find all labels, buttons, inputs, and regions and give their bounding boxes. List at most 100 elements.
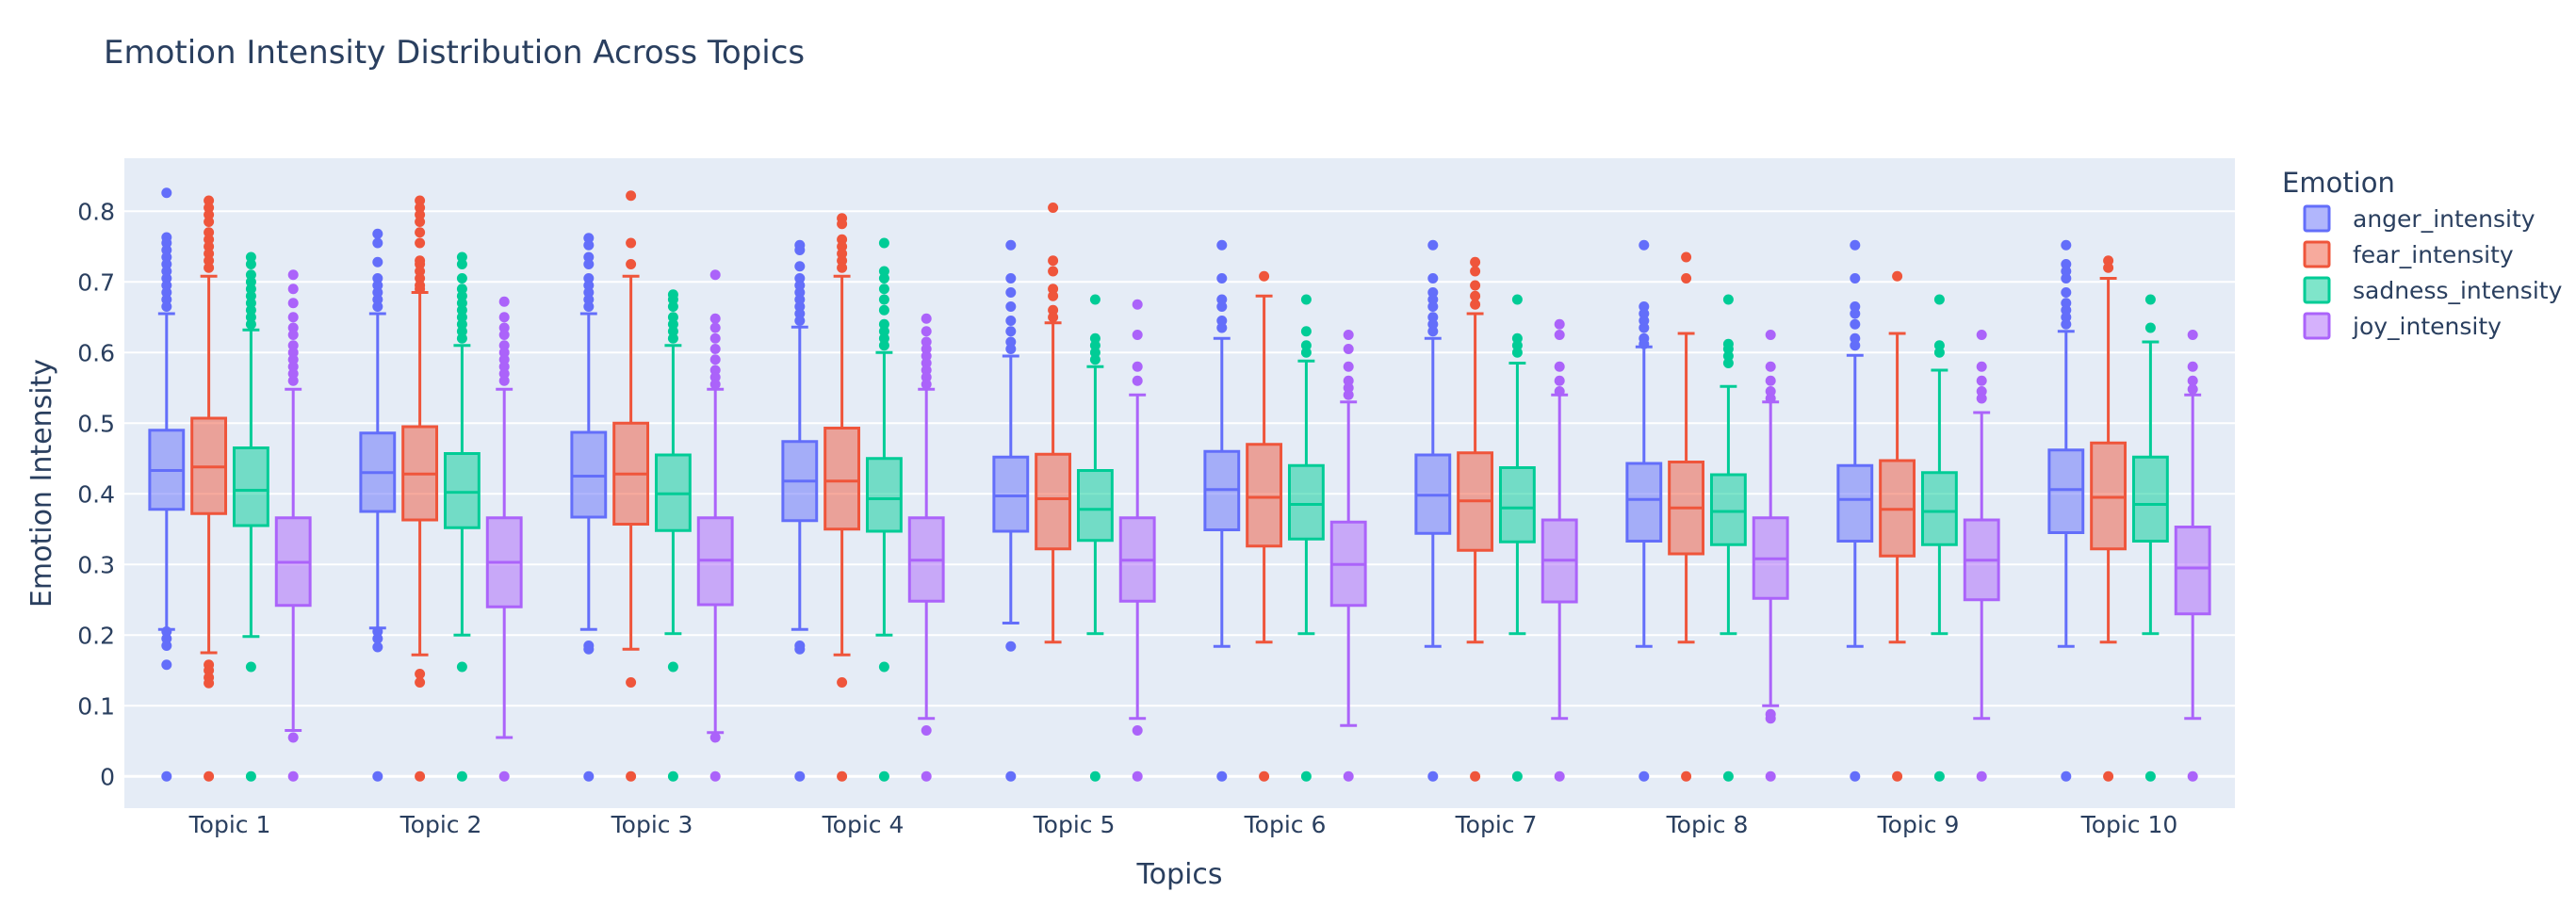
outlier-point <box>2187 330 2198 340</box>
legend-swatch <box>2303 204 2331 233</box>
box-iqr <box>232 446 269 527</box>
box <box>401 195 439 782</box>
outlier-point <box>1132 770 1143 782</box>
box-iqr <box>1076 469 1114 543</box>
outlier-point <box>1132 361 1143 372</box>
box-iqr <box>1625 462 1663 543</box>
outlier-point <box>583 259 595 269</box>
x-axis-title: Topics <box>1135 858 1222 891</box>
outlier-point <box>1005 239 1017 251</box>
outlier-point <box>837 770 848 782</box>
legend-label: sadness_intensity <box>2353 277 2563 304</box>
box-iqr <box>1498 466 1536 543</box>
outlier-point <box>161 187 172 199</box>
outlier-point <box>837 219 848 230</box>
box <box>443 251 481 782</box>
box-iqr <box>823 427 861 531</box>
outlier-point <box>415 669 426 679</box>
outlier-point <box>837 262 848 273</box>
box <box>1414 239 1452 782</box>
box <box>232 251 269 782</box>
outlier-point <box>161 770 172 782</box>
outlier-point <box>1976 770 1987 782</box>
outlier-point <box>709 313 721 324</box>
legend-swatch <box>2303 240 2331 268</box>
box <box>696 269 734 782</box>
outlier-point <box>1933 770 1945 782</box>
outlier-point <box>1933 347 1945 358</box>
outlier-point <box>1976 393 1987 404</box>
legend: Emotion anger_intensity fear_intensitysad… <box>2282 167 2563 340</box>
outlier-point <box>1554 330 1565 340</box>
box <box>1287 294 1325 782</box>
outlier-point <box>1259 270 1270 282</box>
outlier-point <box>1216 301 1228 312</box>
x-tick-label: Topic 8 <box>1666 811 1749 838</box>
outlier-point <box>204 770 215 782</box>
outlier-point <box>667 661 678 673</box>
outlier-point <box>1427 326 1439 337</box>
outlier-point <box>372 228 383 239</box>
box-iqr <box>1246 443 1283 548</box>
outlier-point <box>1427 770 1439 782</box>
outlier-point <box>245 259 256 269</box>
box <box>190 195 228 782</box>
outlier-point <box>794 316 806 326</box>
outlier-point <box>456 332 467 344</box>
box <box>1076 294 1114 782</box>
box <box>1118 299 1156 782</box>
outlier-point <box>794 643 806 655</box>
outlier-point <box>287 269 299 281</box>
outlier-point <box>1005 344 1017 354</box>
outlier-point <box>1005 770 1017 782</box>
box <box>485 296 523 782</box>
outlier-point <box>583 239 595 251</box>
outlier-point <box>709 344 721 354</box>
y-tick-label: 0 <box>100 763 115 790</box>
legend-item-sadness_intensity[interactable]: sadness_intensity <box>2303 276 2563 304</box>
outlier-point <box>709 332 721 344</box>
outlier-point <box>456 259 467 269</box>
legend-item-fear_intensity[interactable]: fear_intensity <box>2303 240 2514 268</box>
outlier-point <box>1427 301 1439 312</box>
outlier-point <box>2103 262 2114 273</box>
outlier-point <box>1343 361 1354 372</box>
outlier-point <box>498 296 510 307</box>
box-iqr <box>1709 473 1747 546</box>
box <box>1329 330 1367 782</box>
outlier-point <box>2144 770 2156 782</box>
box <box>2174 330 2211 782</box>
outlier-point <box>1470 280 1481 291</box>
outlier-point <box>1048 255 1059 267</box>
outlier-point <box>2144 294 2156 305</box>
outlier-point <box>1470 266 1481 277</box>
outlier-point <box>1427 239 1439 251</box>
outlier-point <box>287 770 299 782</box>
x-tick-label: Topic 6 <box>1244 811 1327 838</box>
outlier-point <box>2061 287 2072 298</box>
outlier-point <box>1132 330 1143 340</box>
outlier-point <box>1511 770 1523 782</box>
outlier-point <box>1765 330 1776 340</box>
outlier-point <box>878 304 889 316</box>
outlier-point <box>2061 273 2072 284</box>
outlier-point <box>498 375 510 386</box>
legend-item-joy_intensity[interactable]: joy_intensity <box>2303 312 2502 340</box>
outlier-point <box>2187 770 2198 782</box>
outlier-point <box>1554 770 1565 782</box>
outlier-point <box>1216 239 1228 251</box>
outlier-point <box>1850 239 1861 251</box>
outlier-point <box>1132 375 1143 386</box>
outlier-point <box>1765 393 1776 404</box>
outlier-point <box>372 237 383 249</box>
legend-item-anger_intensity[interactable]: anger_intensity <box>2303 204 2535 233</box>
outlier-point <box>626 677 637 688</box>
x-tick-label: Topic 3 <box>611 811 693 838</box>
outlier-point <box>1470 770 1481 782</box>
outlier-point <box>1639 322 1650 333</box>
outlier-point <box>921 379 932 390</box>
box <box>2090 255 2128 782</box>
outlier-point <box>1470 290 1481 301</box>
outlier-point <box>2187 375 2198 386</box>
